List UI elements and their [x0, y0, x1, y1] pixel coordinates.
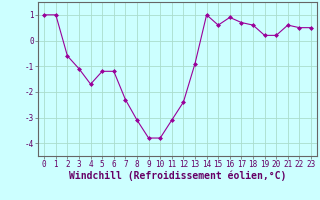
X-axis label: Windchill (Refroidissement éolien,°C): Windchill (Refroidissement éolien,°C): [69, 171, 286, 181]
